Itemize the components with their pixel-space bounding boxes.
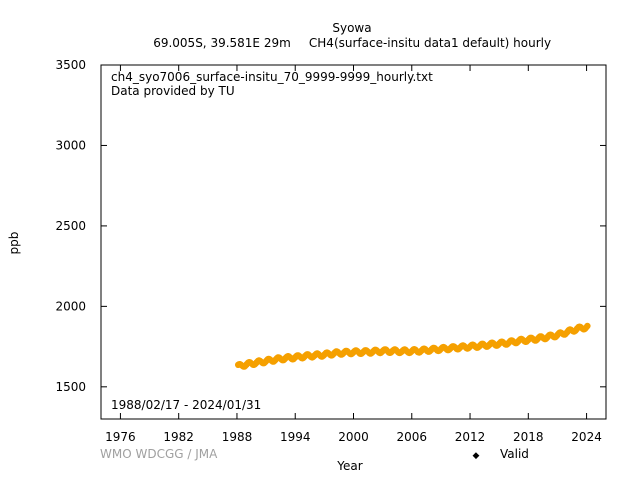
data-point bbox=[564, 328, 571, 336]
x-tick-label: 1988 bbox=[222, 430, 253, 444]
plot-frame bbox=[100, 64, 607, 420]
axis-ticks: 1976 1982 1988 1994 2000 2006 2012 2018 2024 1500… bbox=[55, 58, 606, 444]
chart-subtitle-location: 69.005S, 39.581E 29m bbox=[153, 36, 291, 50]
y-tick-label: 3500 bbox=[55, 58, 86, 72]
x-tick-label: 1994 bbox=[280, 430, 311, 444]
data-point bbox=[457, 344, 464, 351]
data-point bbox=[476, 342, 483, 349]
chart-title: Syowa bbox=[332, 21, 371, 35]
data-point bbox=[340, 349, 347, 356]
data-point bbox=[272, 356, 279, 363]
data-point bbox=[505, 339, 513, 346]
data-point bbox=[534, 335, 542, 342]
y-axis-label: ppb bbox=[7, 232, 21, 255]
data-point bbox=[584, 322, 591, 330]
data-point bbox=[301, 353, 309, 360]
x-tick-label: 1982 bbox=[163, 430, 194, 444]
data-point bbox=[262, 357, 270, 365]
x-tick-label: 2012 bbox=[455, 430, 486, 444]
data-point bbox=[369, 348, 377, 355]
x-tick-label: 1976 bbox=[105, 430, 136, 444]
data-point bbox=[282, 355, 289, 362]
data-point bbox=[544, 333, 551, 341]
legend-marker: ◆ bbox=[473, 451, 480, 461]
data-point bbox=[428, 346, 435, 353]
credit-text: WMO WDCGG / JMA bbox=[100, 447, 218, 461]
data-point bbox=[350, 349, 357, 356]
data-point bbox=[389, 347, 396, 355]
data-point bbox=[235, 361, 242, 368]
y-tick-label: 2500 bbox=[55, 219, 86, 233]
data-point bbox=[253, 359, 260, 366]
data-point bbox=[466, 343, 474, 350]
data-point bbox=[292, 354, 299, 361]
data-point bbox=[573, 325, 581, 333]
data-points bbox=[235, 322, 591, 370]
data-point bbox=[379, 347, 386, 355]
x-axis-label: Year bbox=[336, 459, 362, 473]
data-point bbox=[525, 336, 532, 343]
y-tick-label: 1500 bbox=[55, 380, 86, 394]
data-period-note: 1988/02/17 - 2024/01/31 bbox=[111, 398, 261, 412]
data-point bbox=[486, 341, 493, 348]
x-tick-label: 2024 bbox=[571, 430, 602, 444]
data-point bbox=[447, 345, 454, 352]
data-point bbox=[408, 347, 415, 355]
series-valid-band bbox=[235, 323, 591, 370]
y-tick-label: 2000 bbox=[55, 299, 86, 313]
data-point bbox=[321, 351, 328, 358]
data-point bbox=[515, 337, 522, 345]
data-provider-note: Data provided by TU bbox=[111, 84, 235, 98]
chart-subtitle-dataset: CH4(surface-insitu data1 default) hourly bbox=[309, 36, 551, 50]
x-tick-label: 2006 bbox=[396, 430, 427, 444]
data-point bbox=[330, 350, 338, 357]
data-point bbox=[360, 348, 367, 356]
data-point bbox=[554, 331, 561, 339]
legend-label-valid: Valid bbox=[500, 447, 529, 461]
data-point bbox=[398, 348, 406, 355]
data-point bbox=[243, 361, 250, 368]
y-tick-label: 3000 bbox=[55, 138, 86, 152]
x-tick-label: 2018 bbox=[513, 430, 544, 444]
x-tick-label: 2000 bbox=[338, 430, 369, 444]
data-point bbox=[311, 352, 318, 359]
data-point bbox=[437, 345, 445, 353]
data-file-note: ch4_syo7006_surface-insitu_70_9999-9999_… bbox=[111, 70, 433, 84]
data-point bbox=[418, 347, 425, 354]
data-point bbox=[496, 340, 503, 347]
